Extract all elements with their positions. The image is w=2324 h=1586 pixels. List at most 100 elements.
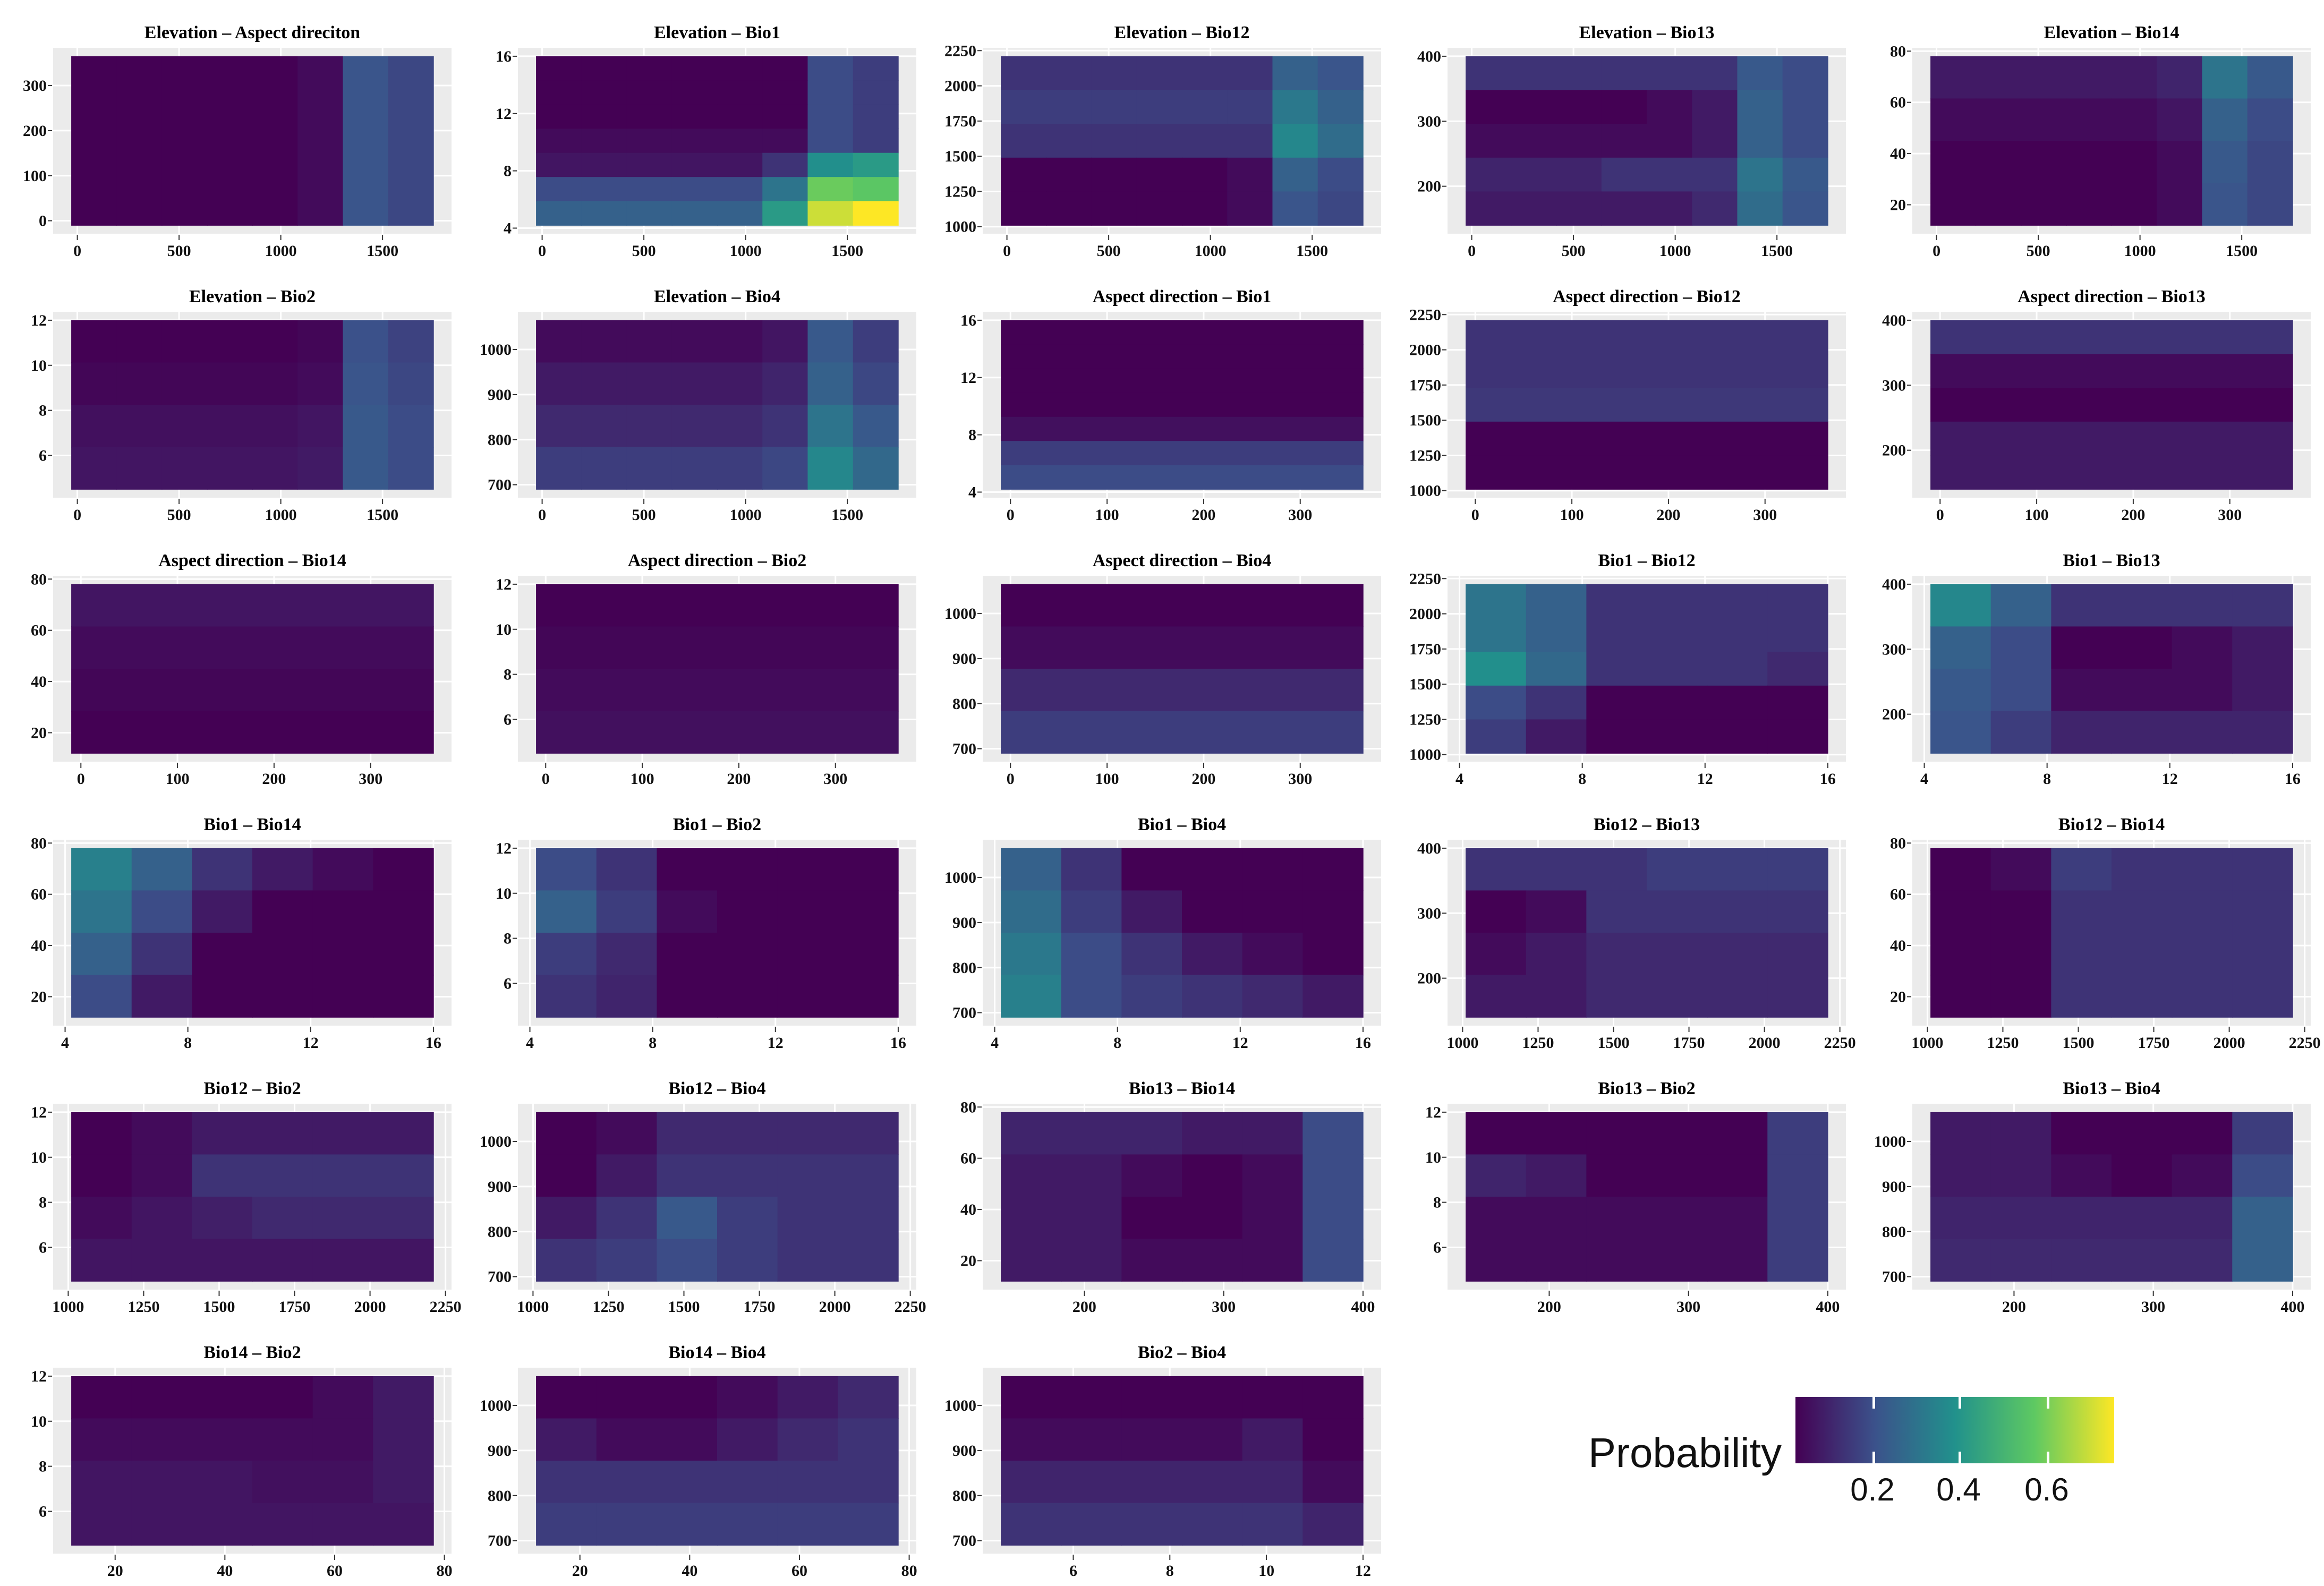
heatmap-cell xyxy=(312,1503,374,1546)
legend-tick-mark xyxy=(1872,1397,1875,1409)
heatmap-cell xyxy=(1303,1239,1364,1282)
heatmap-cell xyxy=(207,362,253,405)
heatmap-cell xyxy=(1242,1112,1304,1155)
heatmap-cell xyxy=(2172,584,2233,627)
heatmap-cell xyxy=(1303,1154,1364,1197)
y-tick-label: 700 xyxy=(952,740,976,758)
heatmap-cell xyxy=(71,1112,132,1155)
heatmap-cell xyxy=(1303,975,1364,1018)
x-tick-label: 400 xyxy=(2280,1298,2304,1316)
heatmap-cell xyxy=(717,890,778,933)
heatmap-cell xyxy=(536,1461,597,1504)
heatmap-cell xyxy=(1091,124,1137,158)
y-tick-label: 400 xyxy=(1417,48,1441,65)
y-tick-label: 8 xyxy=(504,666,512,684)
heatmap-cell xyxy=(1586,1154,1647,1197)
heatmap-cell xyxy=(1692,157,1738,192)
x-tick-label: 16 xyxy=(1820,770,1836,788)
heatmap-cell xyxy=(1707,848,1768,891)
x-tick-label: 1500 xyxy=(367,242,398,260)
heatmap-cell xyxy=(71,848,132,891)
heatmap-cell xyxy=(1121,1461,1182,1504)
heatmap-cell xyxy=(2112,890,2173,933)
x-tick-label: 1250 xyxy=(1522,1034,1554,1052)
heatmap-cell xyxy=(1692,56,1738,91)
heatmap-cell xyxy=(1930,56,1977,99)
y-tick-label: 12 xyxy=(31,1368,47,1385)
heatmap-cell xyxy=(1001,1154,1062,1197)
heatmap-cell xyxy=(1556,157,1602,192)
heatmap-cell xyxy=(1121,1154,1182,1197)
heatmap-cell xyxy=(1990,1112,2052,1155)
heatmap-cell xyxy=(1526,848,1587,891)
heatmap-cell xyxy=(1091,191,1137,226)
heatmap-cell xyxy=(1586,618,1647,652)
heatmap-cell xyxy=(312,890,374,933)
heatmap-cell xyxy=(71,975,132,1018)
heatmap-cell xyxy=(1121,848,1182,891)
heatmap-cell xyxy=(657,975,718,1018)
panel-title: Elevation – Bio4 xyxy=(654,287,780,306)
x-tick-label: 1000 xyxy=(730,506,762,524)
heatmap-cell xyxy=(1586,1239,1647,1282)
panel-title: Bio13 – Bio4 xyxy=(2063,1079,2160,1098)
heatmap-cell xyxy=(838,933,899,976)
heatmap-cell xyxy=(2051,669,2112,712)
heatmap-cell xyxy=(252,1112,313,1155)
y-tick-label: 1500 xyxy=(944,148,976,165)
legend-tick: 0.6 xyxy=(2024,1472,2069,1507)
panel-title: Bio1 – Bio12 xyxy=(1598,551,1695,570)
heatmap-cell xyxy=(116,362,163,405)
y-tick-label: 700 xyxy=(488,1532,512,1550)
heatmap-cell xyxy=(2202,98,2248,141)
legend-tick: 0.2 xyxy=(1850,1472,1895,1507)
heatmap-cell xyxy=(1303,1112,1364,1155)
heatmap-cell xyxy=(343,362,389,405)
heatmap-cell xyxy=(192,975,253,1018)
heatmap-cell xyxy=(1767,848,1828,891)
x-tick-label: 0 xyxy=(77,770,85,788)
y-tick-label: 40 xyxy=(960,1201,976,1218)
heatmap-cell xyxy=(71,1503,132,1546)
x-tick-label: 100 xyxy=(631,770,654,788)
heatmap-cell xyxy=(71,447,117,490)
heatmap-cell xyxy=(536,405,582,448)
heatmap-cell xyxy=(1182,848,1243,891)
heatmap-cell xyxy=(373,975,434,1018)
heatmap-cell xyxy=(1707,1112,1768,1155)
heatmap-cell xyxy=(1976,98,2022,141)
y-tick-label: 20 xyxy=(1890,197,1906,214)
heatmap-cell xyxy=(657,1154,718,1197)
heatmap-cell xyxy=(2172,1154,2233,1197)
x-tick-label: 500 xyxy=(167,242,191,260)
y-tick-label: 40 xyxy=(1890,145,1906,163)
heatmap-cell xyxy=(536,933,597,976)
heatmap-cell xyxy=(807,362,854,405)
heatmap-cell xyxy=(343,320,389,363)
y-tick-label: 900 xyxy=(1882,1178,1906,1196)
heatmap-cell xyxy=(297,362,344,405)
heatmap-cell xyxy=(1317,56,1364,91)
heatmap-panel: Elevation – Bio13 0 500 1000 1500 200 300 400 xyxy=(1417,23,1846,260)
heatmap-cell xyxy=(1317,90,1364,124)
heatmap-cell xyxy=(1466,455,1828,490)
heatmap-cell xyxy=(2157,98,2203,141)
heatmap-cell xyxy=(807,447,854,490)
heatmap-cell xyxy=(536,975,597,1018)
x-tick-label: 200 xyxy=(1191,506,1215,524)
panel-title: Bio2 – Bio4 xyxy=(1138,1343,1226,1362)
heatmap-cell xyxy=(71,711,434,754)
heatmap-cell xyxy=(1526,890,1587,933)
probability-legend: Probability 0.2 0.4 0.6 xyxy=(1588,1386,2130,1524)
x-tick-label: 60 xyxy=(791,1562,807,1580)
heatmap-cell xyxy=(657,1376,718,1419)
heatmap-cell xyxy=(297,320,344,363)
y-tick-label: 4 xyxy=(968,483,976,501)
y-tick-label: 100 xyxy=(23,167,47,185)
y-tick-label: 800 xyxy=(952,695,976,713)
heatmap-cell xyxy=(596,1154,658,1197)
x-tick-label: 16 xyxy=(2285,770,2301,788)
heatmap-cell xyxy=(1930,1197,1991,1240)
heatmap-cell xyxy=(717,201,763,226)
heatmap-cell xyxy=(252,848,313,891)
